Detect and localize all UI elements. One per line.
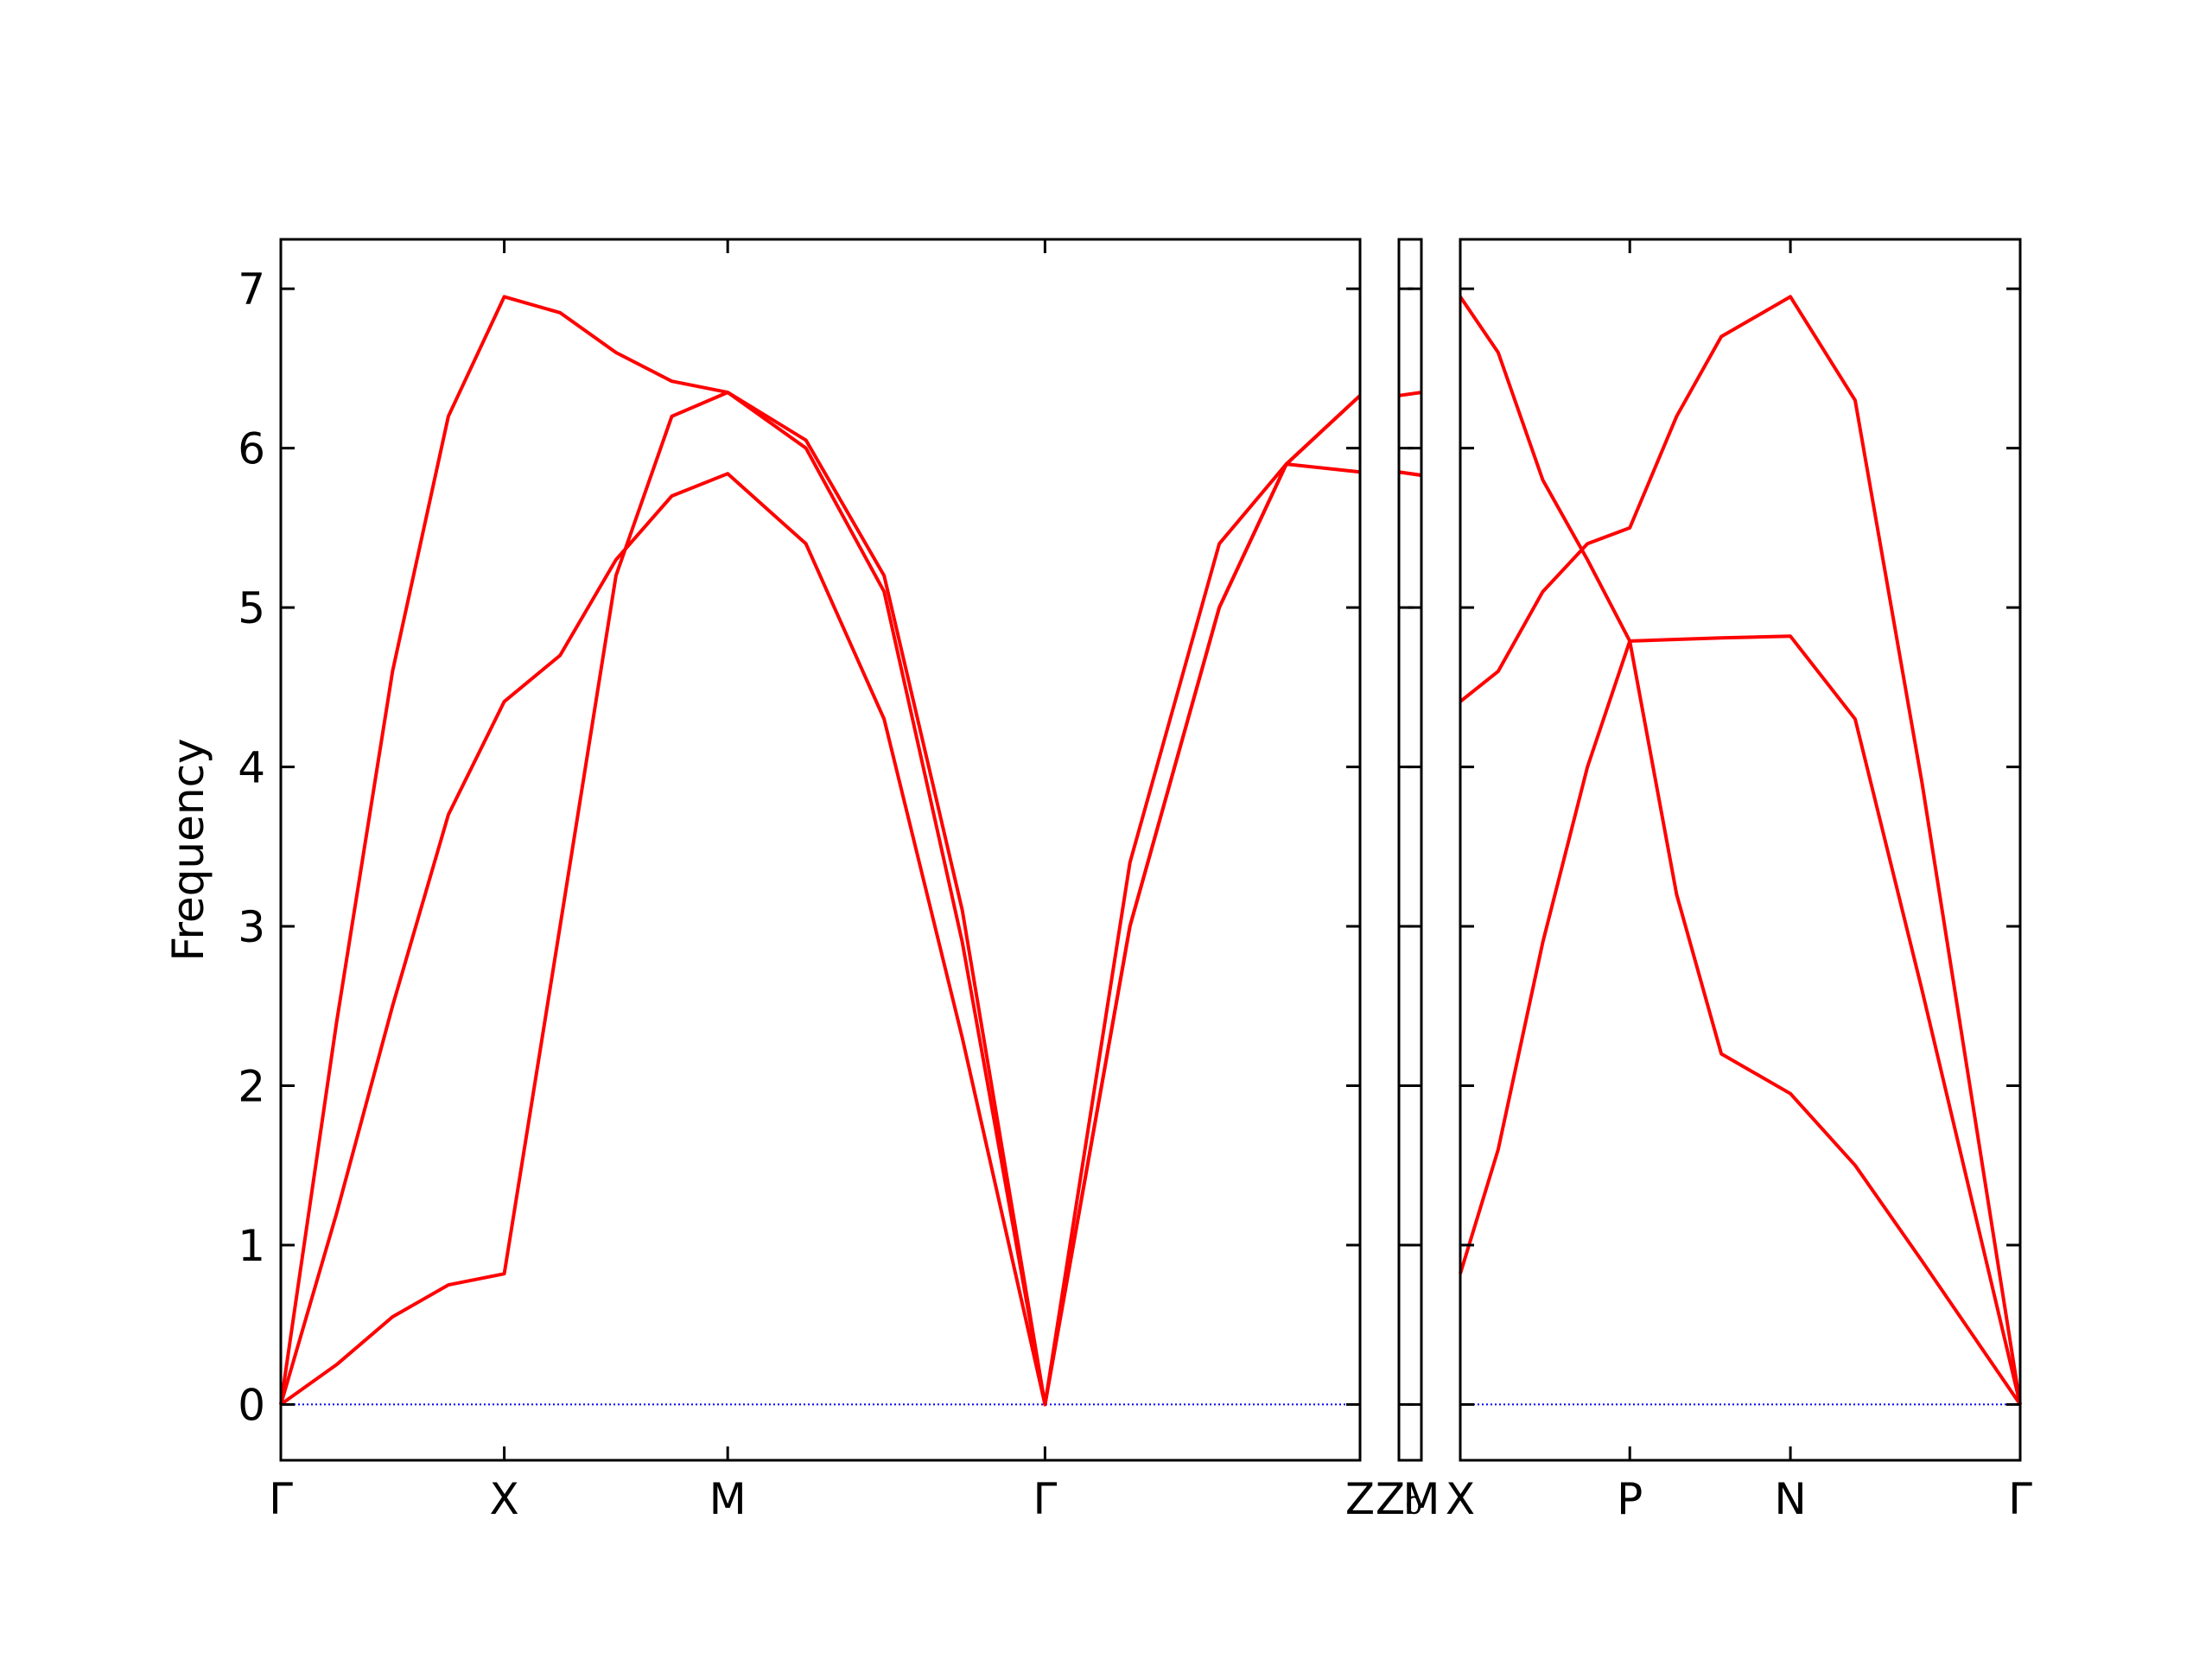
- band-line: [1398, 391, 1422, 397]
- x-tick-label: P: [1617, 1474, 1643, 1524]
- band-line: [1459, 295, 2022, 1405]
- x-tick-label: Z: [1345, 1474, 1375, 1524]
- axes-frame: [279, 238, 1362, 1462]
- y-tick-label: 1: [238, 1221, 265, 1271]
- y-tick-label: 7: [238, 264, 265, 315]
- y-tick-label: 5: [238, 583, 265, 633]
- band-line: [1398, 470, 1422, 477]
- x-tick-label: M: [709, 1474, 747, 1524]
- y-tick-label: 6: [238, 424, 265, 474]
- x-tick-label: Z₀: [1376, 1474, 1422, 1524]
- band-line: [1459, 634, 2022, 1405]
- x-tick-label: Γ: [2008, 1474, 2032, 1524]
- y-tick-label: 2: [238, 1062, 265, 1112]
- y-tick-label: 4: [238, 743, 265, 793]
- x-tick-label: Γ: [269, 1474, 293, 1524]
- y-tick-label: 0: [238, 1380, 265, 1430]
- axes-frame: [1459, 238, 2022, 1462]
- band-line: [279, 391, 1362, 1407]
- x-tick-label: X: [489, 1474, 518, 1524]
- x-tick-label: M: [1402, 1474, 1440, 1524]
- x-tick-label: Γ: [1033, 1474, 1057, 1524]
- band-line: [1459, 296, 2022, 1406]
- y-axis-label: Frequency: [163, 738, 213, 961]
- y-tick-label: 3: [238, 902, 265, 952]
- x-tick-label: X: [1446, 1474, 1475, 1524]
- band-line: [279, 462, 1361, 1407]
- x-tick-label: N: [1774, 1474, 1806, 1524]
- axes-frame: [1397, 238, 1423, 1462]
